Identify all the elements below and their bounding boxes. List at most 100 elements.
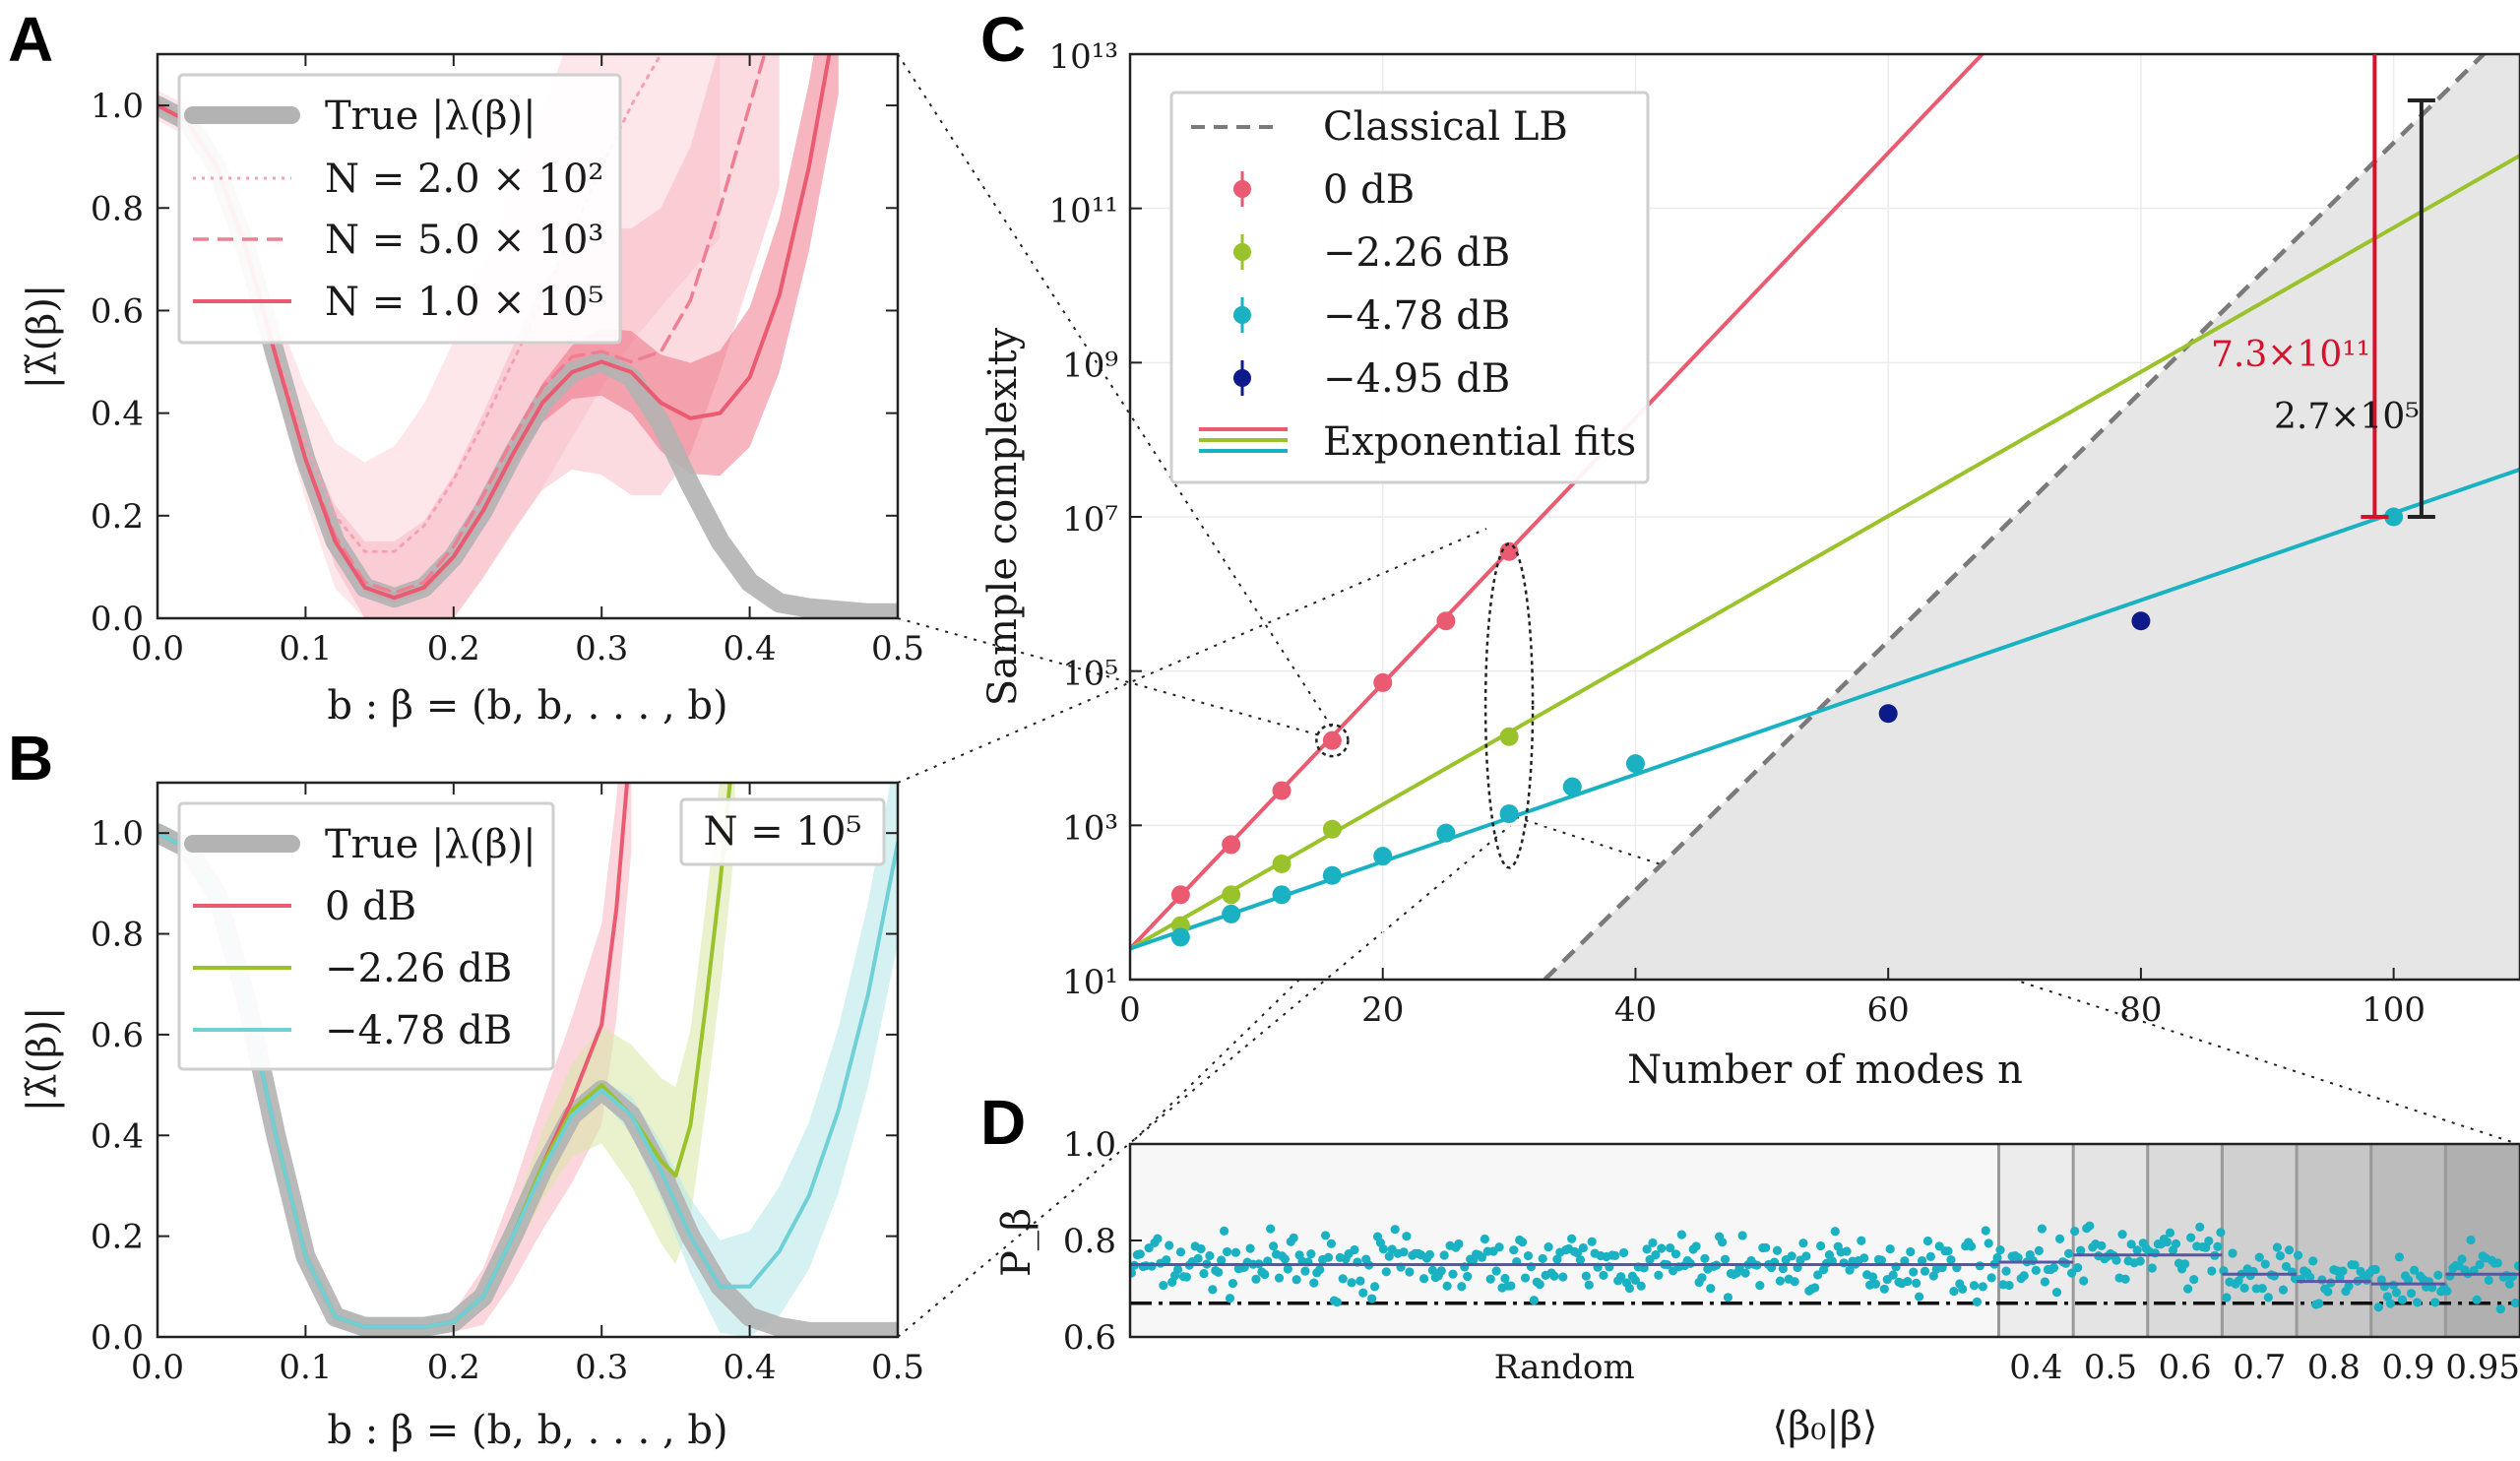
y-tick-label: 0.2	[91, 497, 144, 537]
data-point	[1491, 1266, 1501, 1276]
data-point	[1922, 1236, 1933, 1246]
data-point	[2260, 1259, 2270, 1269]
data-point	[1915, 1292, 1924, 1302]
data-point	[1332, 1298, 1342, 1307]
data-point	[1676, 1230, 1686, 1239]
data-point	[1885, 1244, 1895, 1254]
data-point	[1369, 1282, 1380, 1292]
data-point	[1624, 1283, 1635, 1294]
segment-bg-4	[2222, 1144, 2298, 1337]
x-tick-label: 0.9	[2381, 1348, 2434, 1387]
data-point	[1418, 1274, 1429, 1284]
data-point	[1587, 1237, 1597, 1246]
data-point	[2403, 1275, 2414, 1285]
data-point	[1775, 1276, 1786, 1286]
data-point	[1222, 885, 1241, 905]
data-point	[2382, 1292, 2392, 1302]
data-point	[2492, 1258, 2502, 1268]
y-tick-label: 0.4	[91, 395, 144, 434]
gap-label-red: 7.3×10¹¹	[2211, 335, 2370, 375]
data-point	[1222, 1246, 1232, 1257]
data-point	[1390, 1225, 1400, 1235]
data-point	[1499, 804, 1519, 824]
x-tick-label: 0.2	[427, 629, 480, 668]
panel-d-backgrounds	[1130, 1144, 2520, 1337]
panel-b-letter: B	[8, 723, 53, 794]
y-tick-label: 0.8	[91, 189, 144, 228]
legend-a-label-0: True |λ(β)|	[325, 94, 536, 139]
data-point	[1538, 1253, 1547, 1264]
panel-b-ylabel: |λ̃(β)|	[20, 1007, 65, 1112]
panel-a-ylabel: |λ̃(β)|	[20, 285, 65, 390]
data-point	[1790, 1277, 1799, 1287]
data-point	[1323, 1252, 1334, 1262]
data-point	[2495, 1303, 2505, 1314]
data-point	[2293, 1250, 2303, 1260]
data-point	[2317, 1275, 2327, 1285]
data-point	[1315, 1265, 1325, 1275]
data-point	[1912, 1278, 1922, 1288]
connector-b-top	[897, 528, 1487, 784]
data-point	[1509, 1245, 1519, 1255]
y-tick-label: 0.6	[91, 291, 144, 331]
data-point	[2391, 1288, 2402, 1298]
panel-d-ticks: 0.6 0.8 1.0 Random 0.4 0.5 0.6 0.7 0.8 0.9 0.95	[1063, 1125, 2520, 1387]
panel-b-legend: True |λ(β)| 0 dB −2.26 dB −4.78 dB	[177, 801, 555, 1071]
y-tick-label: 0.0	[91, 600, 144, 639]
data-point	[1798, 1239, 1808, 1248]
data-point	[2445, 1271, 2455, 1281]
x-tick-label: Random	[1494, 1348, 1635, 1387]
data-point	[1506, 1281, 1516, 1291]
x-tick-label: 0.4	[2009, 1348, 2062, 1387]
connector-a-bottom	[897, 617, 1332, 739]
data-point	[1373, 672, 1393, 692]
data-point	[2162, 1237, 2173, 1247]
data-point	[1966, 1241, 1977, 1251]
legend-c-label-1: 0 dB	[1323, 167, 1415, 213]
data-point	[2384, 507, 2404, 527]
data-point	[2180, 1259, 2190, 1269]
data-point	[1338, 1274, 1348, 1284]
data-point	[1358, 1288, 1368, 1298]
data-point	[2019, 1271, 2029, 1281]
data-point	[1269, 1241, 1279, 1251]
panel-b: B 0.0 0.1 0.2 0.3 0.4 0.5 0.0 0.2 0.4 0.6 0.8 1.0 b…	[8, 723, 924, 1453]
data-point	[1172, 1264, 1183, 1275]
panel-d-plot	[1130, 1221, 2520, 1314]
data-point	[1196, 1243, 1206, 1254]
data-point	[1720, 1254, 1731, 1264]
y-tick-label: 0.0	[91, 1318, 144, 1358]
data-point	[2394, 1252, 2405, 1262]
data-point	[1700, 1253, 1710, 1264]
legend-c-marker-green	[1233, 243, 1251, 261]
x-tick-label: 0.1	[279, 629, 332, 668]
y-tick-label: 0.6	[1063, 1318, 1116, 1358]
data-point	[1870, 1279, 1881, 1289]
connector-a-top	[897, 53, 1335, 731]
data-point	[1529, 1296, 1539, 1305]
panel-a-xlabel: b : β = (b, b, . . . , b)	[327, 683, 727, 729]
data-point	[1384, 1251, 1394, 1261]
data-point	[1480, 1234, 1489, 1244]
zoom-ellipse-b	[1483, 542, 1535, 869]
data-point	[2281, 1261, 2292, 1272]
data-point	[1651, 1249, 1661, 1260]
y-tick-label: 10¹	[1062, 963, 1118, 1002]
data-point	[1903, 1276, 1913, 1287]
data-point	[1494, 1242, 1504, 1252]
data-point	[1214, 1267, 1224, 1277]
panel-b-xlabel: b : β = (b, b, . . . , b)	[327, 1408, 727, 1453]
legend-c-label-0: Classical LB	[1323, 104, 1568, 150]
data-point	[1350, 1244, 1359, 1255]
data-point	[2067, 1268, 2077, 1278]
data-point	[1251, 1274, 1261, 1284]
data-point	[2097, 1240, 2107, 1250]
data-point	[1499, 727, 1519, 746]
data-point	[1225, 1294, 1235, 1303]
panel-d-ylabel: P_β	[994, 1208, 1040, 1277]
panel-c-legend-box	[1169, 91, 1650, 484]
data-point	[1830, 1227, 1840, 1237]
data-point	[1159, 1280, 1168, 1291]
data-point	[1906, 1246, 1916, 1257]
